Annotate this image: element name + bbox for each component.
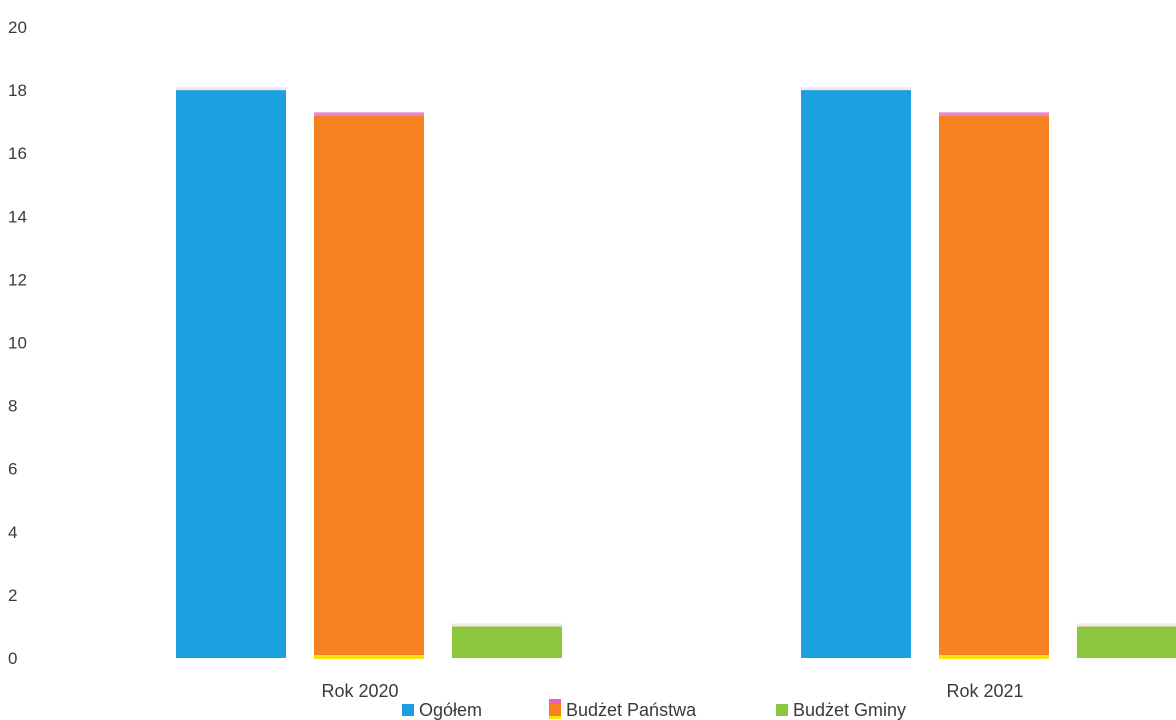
bar-cap — [939, 112, 1049, 116]
bar-cap — [452, 623, 562, 627]
y-tick-label: 4 — [8, 523, 17, 542]
bar-budzet-panstwa-1 — [314, 115, 424, 659]
y-tick-label: 8 — [8, 397, 17, 416]
bar-ogolem-1 — [176, 90, 286, 659]
orange-square-icon — [549, 704, 561, 716]
y-tick-label: 18 — [8, 81, 27, 100]
bar-budzet-panstwa-2 — [939, 115, 1049, 659]
category-label: Rok 2020 — [321, 681, 398, 701]
y-tick-label: 12 — [8, 270, 27, 289]
bar-cap — [176, 87, 286, 91]
bar-ogolem-2 — [801, 90, 911, 659]
category-label: Rok 2021 — [946, 681, 1023, 701]
legend-label: Budżet Państwa — [566, 700, 697, 720]
bar-cap — [314, 112, 424, 116]
bar-cap — [801, 87, 911, 91]
bars — [176, 87, 1176, 659]
y-tick-label: 6 — [8, 460, 17, 479]
bar-baseline-accent — [314, 655, 424, 659]
y-tick-label: 14 — [8, 207, 27, 226]
legend-label: Ogółem — [419, 700, 482, 720]
yellow-marker-icon — [549, 716, 561, 719]
bar-baseline-accent — [939, 655, 1049, 659]
y-tick-label: 2 — [8, 586, 17, 605]
pink-marker-icon — [549, 699, 561, 704]
legend-label: Budżet Gminy — [793, 700, 906, 720]
bar-cap — [1077, 623, 1176, 627]
legend: Ogółem Budżet Państwa Budżet Gminy — [402, 699, 906, 720]
category-labels: Rok 2020 Rok 2021 — [321, 681, 1023, 701]
y-tick-label: 16 — [8, 144, 27, 163]
y-axis: 0 2 4 6 8 10 12 14 16 18 20 — [8, 18, 27, 668]
y-tick-label: 10 — [8, 334, 27, 353]
blue-square-icon — [402, 704, 414, 716]
y-tick-label: 0 — [8, 649, 17, 668]
bar-budzet-gminy-2 — [1077, 626, 1176, 658]
y-tick-label: 20 — [8, 18, 27, 37]
green-square-icon — [776, 704, 788, 716]
bar-budzet-gminy-1 — [452, 626, 562, 658]
